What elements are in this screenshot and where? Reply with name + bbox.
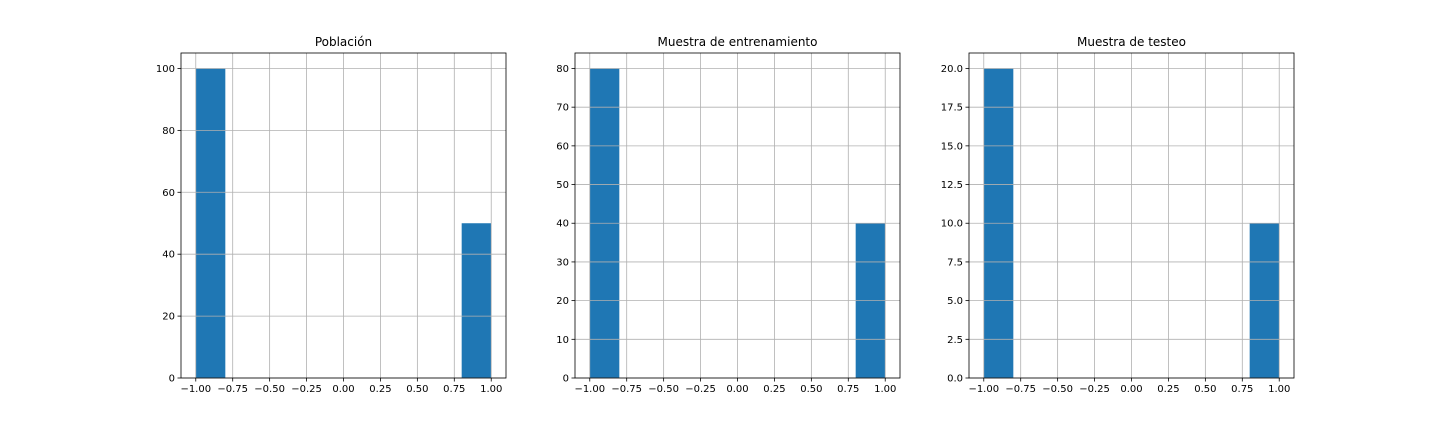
y-tick-label: 40	[162, 250, 175, 261]
x-tick-label: 0.50	[406, 384, 428, 395]
y-tick-label: 17.5	[941, 103, 963, 114]
x-tick-label: −0.50	[254, 384, 285, 395]
y-tick-label: 80	[162, 126, 175, 137]
y-tick-label: 0	[563, 374, 569, 385]
x-tick-label: 0.75	[1231, 384, 1253, 395]
y-tick-label: 10.0	[941, 219, 963, 230]
x-tick-label: 0.00	[1120, 384, 1142, 395]
y-tick-label: 40	[556, 219, 569, 230]
x-tick-label: −1.00	[968, 384, 999, 395]
x-tick-label: 1.00	[1268, 384, 1290, 395]
y-tick-label: 60	[556, 141, 569, 152]
y-tick-label: 30	[556, 257, 569, 268]
y-tick-label: 20	[556, 296, 569, 307]
y-tick-label: 80	[556, 64, 569, 75]
x-tick-label: −0.75	[217, 384, 248, 395]
x-tick-label: 0.50	[1194, 384, 1216, 395]
panel-title: Muestra de entrenamiento	[658, 35, 818, 49]
x-tick-label: −0.75	[1005, 384, 1036, 395]
x-tick-label: −0.25	[291, 384, 322, 395]
x-tick-label: 0.25	[1157, 384, 1179, 395]
y-tick-label: 7.5	[947, 257, 963, 268]
y-tick-label: 5.0	[947, 296, 963, 307]
x-tick-label: 0.75	[837, 384, 859, 395]
y-tick-label: 70	[556, 103, 569, 114]
x-tick-label: 1.00	[480, 384, 502, 395]
x-tick-label: 0.25	[763, 384, 785, 395]
histogram-bar	[461, 223, 492, 378]
x-tick-label: −0.50	[648, 384, 679, 395]
x-tick-label: −0.75	[611, 384, 642, 395]
x-tick-label: 0.00	[332, 384, 354, 395]
y-tick-label: 50	[556, 180, 569, 191]
y-tick-label: 12.5	[941, 180, 963, 191]
x-tick-label: 0.50	[800, 384, 822, 395]
panel-title: Población	[315, 35, 372, 49]
x-tick-label: 0.75	[443, 384, 465, 395]
x-tick-label: −0.25	[1079, 384, 1110, 395]
panel-muestra-testeo: Muestra de testeo −1.00 −0.75 −0.50 −0.25 0.…	[941, 35, 1295, 395]
y-tick-label: 2.5	[947, 335, 963, 346]
y-tick-label: 15.0	[941, 141, 963, 152]
x-tick-label: −1.00	[574, 384, 605, 395]
y-tick-label: 100	[156, 64, 175, 75]
x-tick-label: −0.25	[685, 384, 716, 395]
y-tick-label: 20.0	[941, 64, 963, 75]
y-tick-label: 10	[556, 335, 569, 346]
histogram-bar	[195, 68, 226, 378]
x-tick-label: 0.25	[369, 384, 391, 395]
panel-muestra-entrenamiento: Muestra de entrenamiento −1.00 −0.75 −0.50…	[556, 35, 901, 395]
panel-title: Muestra de testeo	[1077, 35, 1186, 49]
x-tick-label: −1.00	[180, 384, 211, 395]
y-tick-label: 20	[162, 312, 175, 323]
y-tick-label: 60	[162, 188, 175, 199]
x-tick-label: 0.00	[726, 384, 748, 395]
y-tick-label: 0.0	[947, 374, 963, 385]
x-tick-label: −0.50	[1042, 384, 1073, 395]
panel-poblacion: Población −1.00 −0.75 −0.50 −0.25 0.00 0.25 0.…	[156, 35, 507, 395]
y-tick-label: 0	[169, 374, 175, 385]
x-tick-label: 1.00	[874, 384, 896, 395]
